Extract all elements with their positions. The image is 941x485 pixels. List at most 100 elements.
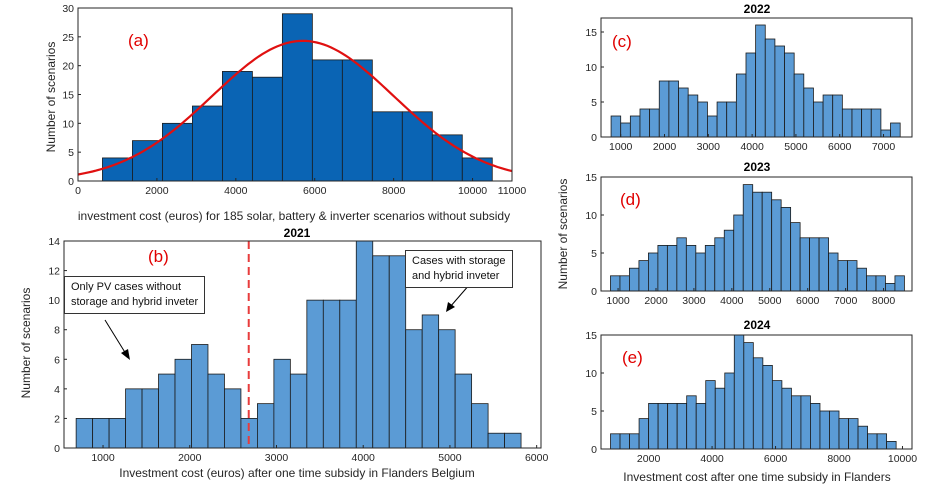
panel-e-title: 2024 bbox=[744, 318, 771, 332]
panel-a-bar-5 bbox=[251, 76, 283, 182]
panel-c-label: (c) bbox=[612, 32, 632, 51]
panel-c-axes-frame bbox=[600, 17, 913, 138]
panel-d-bar-23 bbox=[828, 252, 839, 292]
panel-b-bar-8 bbox=[207, 373, 225, 449]
panel-b-label: (b) bbox=[148, 247, 169, 266]
panel-d-xtick-label-5: 6000 bbox=[796, 295, 820, 307]
panel-c-bar-15 bbox=[755, 24, 766, 138]
panel-d-bar-21 bbox=[809, 237, 820, 292]
panel-b-bar-3 bbox=[125, 388, 143, 449]
panel-b-bars bbox=[75, 240, 522, 449]
panel-c-bar-10 bbox=[707, 115, 718, 138]
panel-d-xtick-label-7: 8000 bbox=[872, 295, 896, 307]
panel-d-bar-11 bbox=[714, 237, 725, 292]
panel-c-bar-7 bbox=[678, 87, 689, 138]
panel-b-ylabel: Number of scenarios bbox=[19, 288, 33, 399]
panel-a-bar-4 bbox=[222, 71, 253, 182]
panel-e-bar-22 bbox=[819, 410, 830, 450]
panel-d-bar-3 bbox=[638, 260, 649, 292]
panel-d-bar-9 bbox=[695, 252, 706, 292]
panel-e-bar-23 bbox=[829, 410, 840, 450]
panel-b-bar-1 bbox=[92, 418, 110, 449]
panel-c: 1000 2000 3000 4000 5000 6000 7000 0 5 10 15 2022… bbox=[585, 2, 913, 153]
panel-a-x-ticks: 0 2000 4000 6000 8000 10000 11000 bbox=[75, 178, 526, 197]
panel-e-bar-26 bbox=[857, 425, 868, 450]
panel-c-bar-27 bbox=[870, 108, 882, 138]
panel-e-bar-1 bbox=[619, 433, 630, 450]
panel-a-bar-6 bbox=[281, 13, 313, 182]
panel-e-bar-4 bbox=[648, 402, 659, 450]
panel-b-bar-22 bbox=[438, 329, 456, 449]
panel-b-bar-0 bbox=[75, 418, 94, 449]
panel-b-bar-20 bbox=[405, 329, 423, 449]
annotation-box-storage: Cases with storage and hybrid inveter bbox=[405, 250, 513, 288]
panel-c-bar-17 bbox=[774, 45, 785, 138]
panel-d-xtick-label-0: 1000 bbox=[606, 295, 630, 307]
panel-b-xtick-label-0: 1000 bbox=[91, 452, 115, 464]
panel-e-bar-5 bbox=[657, 402, 669, 450]
panel-a-bar-1 bbox=[132, 140, 163, 182]
panel-e-xtick-label-0: 2000 bbox=[637, 453, 661, 465]
panel-d-y-ticks: 0 5 10 15 bbox=[585, 172, 604, 298]
panel-b-xtick-label-5: 6000 bbox=[525, 452, 549, 464]
panel-e-bar-10 bbox=[705, 380, 716, 450]
panel-a-ytick-label-2: 10 bbox=[62, 118, 74, 130]
panel-d-bar-22 bbox=[818, 237, 829, 292]
panel-e-bar-13 bbox=[733, 334, 745, 450]
panel-c-bar-29 bbox=[890, 122, 901, 138]
panel-d-ytick-label-0: 0 bbox=[591, 286, 597, 298]
panel-e-bar-25 bbox=[848, 418, 859, 450]
panel-a-xtick-label-0: 0 bbox=[75, 185, 81, 197]
panel-b-bar-26 bbox=[504, 432, 522, 449]
panel-e: 2000 4000 6000 8000 10000 0 5 10 15 2024 Invest… bbox=[585, 318, 917, 484]
annotation-pv-line-2: storage and hybrid inveter bbox=[71, 296, 199, 308]
panel-e-bar-2 bbox=[629, 433, 640, 450]
panel-b-bar-7 bbox=[191, 344, 209, 449]
panel-d-bar-8 bbox=[685, 244, 697, 292]
panel-e-y-ticks: 0 5 10 15 bbox=[585, 330, 604, 456]
panel-e-bars bbox=[610, 334, 897, 450]
panel-b-ytick-label-4: 8 bbox=[54, 325, 60, 337]
panel-c-bar-21 bbox=[813, 101, 824, 138]
panel-c-bar-4 bbox=[649, 108, 660, 138]
panel-a-ytick-label-1: 5 bbox=[68, 147, 74, 159]
panel-d-bar-14 bbox=[742, 184, 754, 292]
panel-d: 1000 2000 3000 4000 5000 6000 7000 8000 051015 … bbox=[556, 160, 913, 307]
panel-c-xtick-label-4: 5000 bbox=[784, 141, 808, 153]
panel-c-bar-13 bbox=[735, 73, 747, 138]
panel-d-bar-24 bbox=[837, 260, 848, 292]
panel-e-bar-11 bbox=[714, 387, 726, 450]
panel-a-normal-fit-curve bbox=[77, 39, 513, 176]
panel-e-axes-frame bbox=[600, 334, 913, 450]
panel-b-ytick-label-6: 12 bbox=[48, 266, 60, 278]
panel-d-bar-1 bbox=[619, 275, 630, 292]
panel-d-label: (d) bbox=[620, 190, 641, 209]
panel-a-label: (a) bbox=[128, 31, 149, 50]
panel-a-xtick-label-6: 11000 bbox=[498, 185, 527, 197]
panel-e-bar-6 bbox=[667, 402, 678, 450]
panel-e-bar-28 bbox=[876, 433, 888, 450]
panel-b-ytick-label-1: 2 bbox=[54, 413, 60, 425]
panel-c-title: 2022 bbox=[744, 2, 771, 16]
panel-b-xtick-label-2: 3000 bbox=[265, 452, 289, 464]
panel-c-xtick-label-5: 6000 bbox=[828, 141, 852, 153]
panel-b-bar-18 bbox=[372, 255, 390, 449]
panel-d-bar-5 bbox=[657, 244, 668, 292]
panel-b-x-ticks: 1000 2000 3000 4000 5000 6000 bbox=[91, 445, 549, 464]
panel-c-bar-0 bbox=[610, 115, 622, 138]
panel-e-bar-29 bbox=[886, 440, 897, 450]
panel-d-bar-12 bbox=[723, 229, 735, 292]
panel-d-xtick-label-4: 5000 bbox=[758, 295, 782, 307]
panel-a-ytick-label-6: 30 bbox=[62, 3, 74, 15]
panel-a-ylabel: Number of scenarios bbox=[44, 42, 58, 153]
panel-c-bar-12 bbox=[726, 101, 737, 138]
panel-d-title: 2023 bbox=[744, 160, 771, 174]
panel-c-bar-14 bbox=[745, 52, 757, 138]
panel-e-bar-0 bbox=[610, 433, 621, 450]
panel-b-bar-24 bbox=[471, 403, 489, 449]
panel-b-bar-21 bbox=[421, 314, 440, 449]
panel-d-bar-18 bbox=[780, 206, 792, 292]
panel-b-xtick-label-3: 4000 bbox=[352, 452, 376, 464]
panel-b-bar-2 bbox=[108, 418, 126, 449]
